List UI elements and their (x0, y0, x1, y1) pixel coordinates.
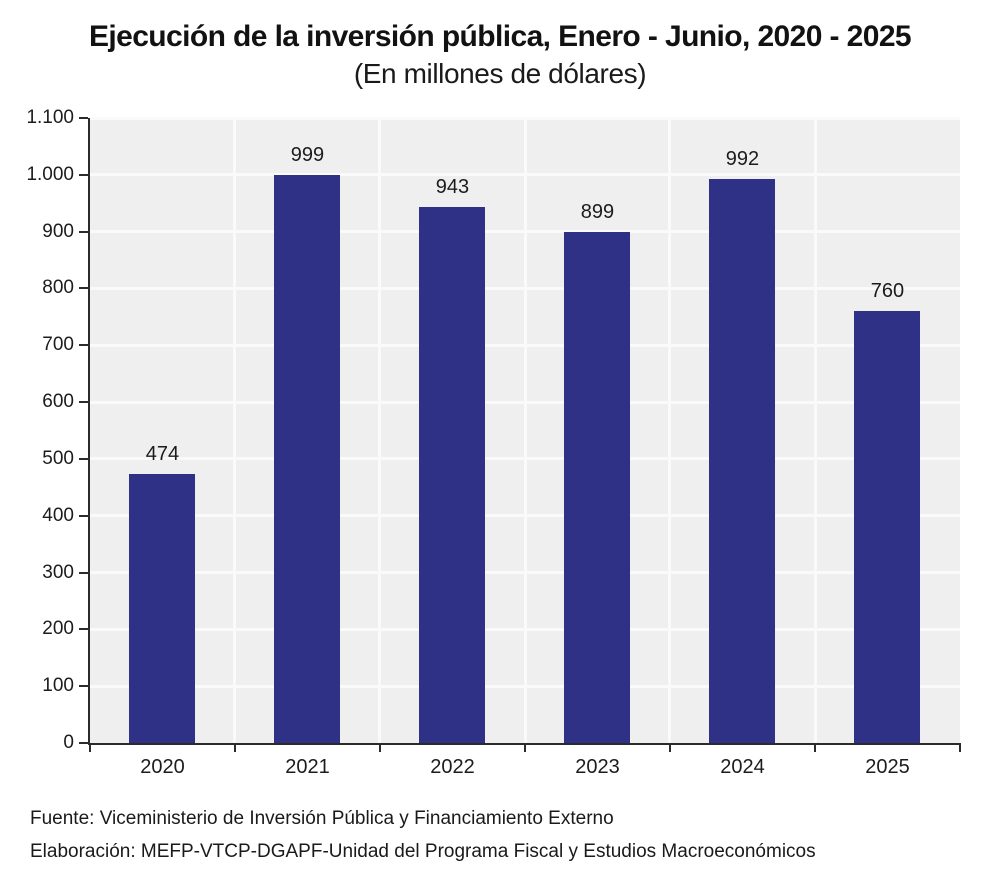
source-text: Fuente: Viceministerio de Inversión Públ… (30, 808, 614, 829)
gridline-horizontal (90, 230, 960, 234)
x-axis-label-2020: 2020 (140, 756, 185, 778)
bar-2022 (419, 207, 486, 743)
gridline-horizontal (90, 514, 960, 518)
bar-2023 (564, 232, 631, 743)
gridline-horizontal (90, 627, 960, 631)
y-axis-tick (79, 742, 88, 744)
y-axis-tick (79, 514, 88, 517)
y-axis-tick-label: 1.000 (26, 163, 74, 185)
x-axis-label-2024: 2024 (720, 756, 765, 778)
x-axis-tick (959, 743, 961, 752)
bar-slot-2023: 899 2023 (525, 118, 670, 778)
gridline-horizontal (90, 684, 960, 688)
y-axis-tick (79, 457, 88, 460)
bar-value-label-2022: 943 (435, 176, 470, 199)
bar-value-label-2020: 474 (145, 442, 180, 465)
x-axis-tick (378, 743, 381, 752)
gridline-horizontal (90, 457, 960, 461)
y-axis-tick-label: 600 (42, 391, 74, 413)
bar-2020 (129, 473, 196, 743)
gridline-horizontal (90, 571, 960, 575)
bar-2025 (854, 311, 921, 743)
plot-area: 0 100 200 300 400 500 600 700 800 900 1.000 1.100 47… (26, 107, 961, 778)
footer: Fuente: Viceministerio de Inversión Públ… (30, 802, 816, 868)
y-axis-tick-label: 500 (42, 447, 74, 469)
y-axis-tick (79, 117, 88, 119)
bar-value-label-2023: 899 (580, 201, 615, 224)
y-axis-tick (79, 173, 88, 176)
x-axis-tick (89, 743, 91, 752)
x-axis-label-2022: 2022 (430, 756, 475, 778)
chart-subtitle: (En millones de dólares) (353, 58, 647, 89)
gridline-horizontal (90, 286, 960, 290)
gridline-vertical (813, 118, 817, 743)
y-axis-tick (79, 685, 88, 688)
x-axis-label-2023: 2023 (575, 756, 620, 778)
elaboration-text: Elaboración: MEFP-VTCP-DGAPF-Unidad del … (30, 841, 816, 862)
gridline-vertical (668, 118, 672, 743)
gridline-horizontal (90, 173, 960, 177)
bar-slot-2025: 760 2025 (815, 118, 960, 778)
bar-value-label-2021: 999 (290, 144, 325, 167)
y-axis-tick (79, 230, 88, 233)
x-axis-label-2021: 2021 (285, 756, 330, 778)
gridline-vertical (233, 118, 237, 743)
bar-value-label-2024: 992 (725, 148, 760, 171)
y-axis-tick (79, 571, 88, 574)
gridline-horizontal (90, 343, 960, 347)
x-axis-tick (233, 743, 236, 752)
gridline-horizontal (90, 116, 960, 120)
bar-slot-2024: 992 2024 (670, 118, 815, 778)
x-axis-tick (814, 743, 816, 752)
gridline-horizontal (90, 400, 960, 404)
y-axis-tick-label: 900 (42, 220, 74, 242)
y-axis-tick (79, 628, 88, 631)
gridline-vertical (523, 118, 527, 743)
y-axis-tick-label: 700 (42, 334, 74, 356)
bar-2024 (709, 179, 776, 743)
y-axis-tick-label: 1.100 (26, 107, 74, 128)
y-axis-tick (79, 401, 88, 404)
y-axis-tick-label: 200 (42, 618, 74, 640)
bar-slot-2021: 999 2021 (235, 118, 380, 778)
bar-slot-2020: 474 2020 (90, 118, 235, 778)
bar-slot-2022: 943 2022 (380, 118, 525, 778)
y-axis-tick-label: 400 (42, 504, 74, 526)
bar-value-label-2025: 760 (870, 280, 905, 303)
y-axis-tick-label: 300 (42, 561, 74, 583)
gridline-vertical (378, 118, 382, 743)
y-axis-tick (79, 344, 88, 347)
y-axis-tick-label: 0 (63, 732, 74, 753)
y-axis-tick-label: 100 (42, 675, 74, 697)
bar-2021 (274, 175, 341, 743)
chart-title: Ejecución de la inversión pública, Enero… (88, 20, 912, 53)
x-axis-label-2025: 2025 (865, 756, 910, 778)
x-axis-tick (524, 743, 526, 752)
y-axis-tick (79, 287, 88, 290)
y-axis-tick-label: 800 (42, 277, 74, 299)
x-axis-tick (668, 743, 671, 752)
